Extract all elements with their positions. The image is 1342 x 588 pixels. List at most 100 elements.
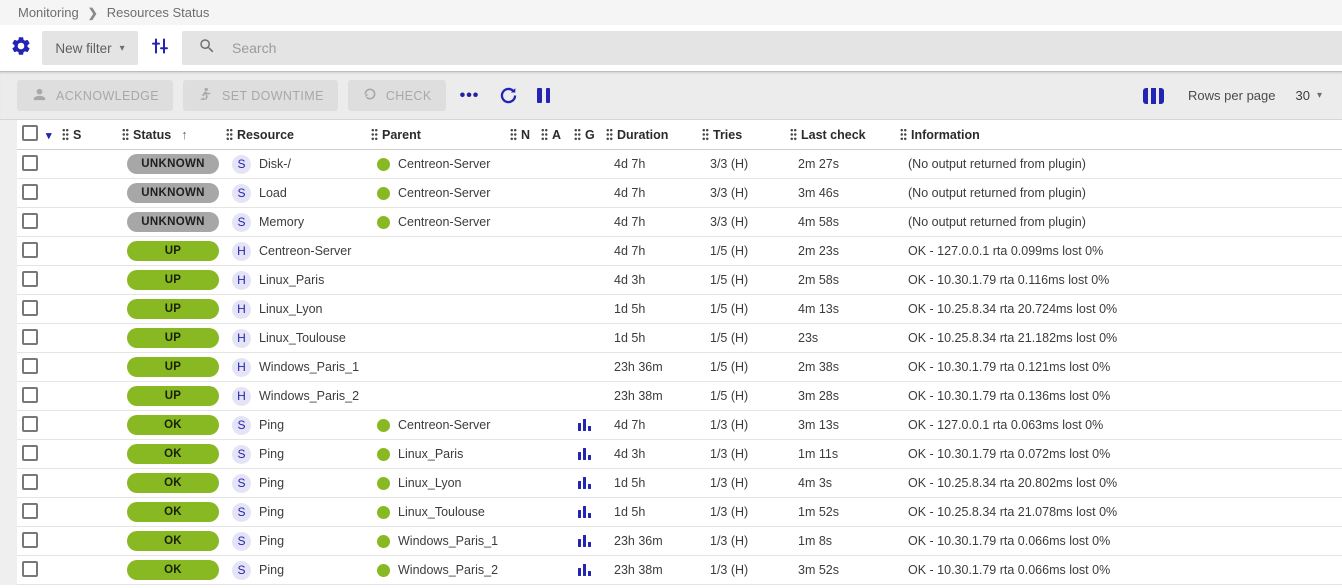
parent-cell[interactable]: Linux_Toulouse [371, 505, 510, 519]
row-checkbox[interactable] [22, 270, 38, 287]
refresh-button[interactable] [498, 85, 519, 106]
resource-cell[interactable]: S Load [226, 183, 371, 203]
column-header-information[interactable]: Information [900, 128, 1342, 142]
new-filter-button[interactable]: New filter ▾ [42, 31, 138, 65]
breadcrumb-item-resources-status[interactable]: Resources Status [106, 5, 210, 20]
row-checkbox[interactable] [22, 357, 38, 374]
drag-handle-icon[interactable] [790, 128, 797, 141]
row-checkbox[interactable] [22, 328, 38, 345]
drag-handle-icon[interactable] [541, 128, 548, 141]
parent-cell[interactable]: Centreon-Server [371, 186, 510, 200]
row-checkbox[interactable] [22, 444, 38, 461]
row-checkbox[interactable] [22, 183, 38, 200]
table-row[interactable]: OK S Ping Windows_Paris_1 23h 36m 1/3 (H… [17, 527, 1342, 556]
resource-cell[interactable]: S Ping [226, 473, 371, 493]
drag-handle-icon[interactable] [900, 128, 907, 141]
resource-cell[interactable]: S Ping [226, 502, 371, 522]
edit-columns-icon[interactable] [1142, 87, 1165, 104]
drag-handle-icon[interactable] [226, 128, 233, 141]
table-row[interactable]: OK S Ping Linux_Paris 4d 3h 1/3 (H) 1m 1… [17, 440, 1342, 469]
resource-cell[interactable]: S Disk-/ [226, 154, 371, 174]
resource-name: Linux_Paris [259, 273, 325, 287]
graph-chart-icon[interactable] [578, 506, 606, 518]
parent-cell[interactable]: Centreon-Server [371, 418, 510, 432]
table-row[interactable]: UNKNOWN S Load Centreon-Server 4d 7h 3/3… [17, 179, 1342, 208]
column-header-action[interactable]: A [541, 128, 574, 142]
column-header-resource[interactable]: Resource [226, 128, 371, 142]
row-checkbox[interactable] [22, 212, 38, 229]
resource-cell[interactable]: H Windows_Paris_2 [226, 386, 371, 406]
graph-chart-icon[interactable] [578, 535, 606, 547]
column-header-status[interactable]: Status ↑ [122, 127, 226, 142]
table-row[interactable]: OK S Ping Linux_Lyon 1d 5h 1/3 (H) 4m 3s… [17, 469, 1342, 498]
select-menu-caret-icon[interactable]: ▾ [46, 129, 52, 142]
parent-cell[interactable]: Centreon-Server [371, 157, 510, 171]
graph-chart-icon[interactable] [578, 419, 606, 431]
column-header-severity[interactable]: S [62, 128, 122, 142]
row-checkbox[interactable] [22, 531, 38, 548]
table-row[interactable]: OK S Ping Windows_Paris_2 23h 38m 1/3 (H… [17, 556, 1342, 585]
resource-cell[interactable]: S Ping [226, 444, 371, 464]
row-checkbox[interactable] [22, 154, 38, 171]
row-checkbox[interactable] [22, 502, 38, 519]
select-all-checkbox[interactable] [22, 125, 38, 141]
table-row[interactable]: UNKNOWN S Memory Centreon-Server 4d 7h 3… [17, 208, 1342, 237]
parent-cell[interactable]: Centreon-Server [371, 215, 510, 229]
drag-handle-icon[interactable] [371, 128, 378, 141]
table-row[interactable]: UNKNOWN S Disk-/ Centreon-Server 4d 7h 3… [17, 150, 1342, 179]
resource-cell[interactable]: S Memory [226, 212, 371, 232]
column-header-tries[interactable]: Tries [702, 128, 790, 142]
drag-handle-icon[interactable] [510, 128, 517, 141]
acknowledge-button[interactable]: ACKNOWLEDGE [17, 80, 174, 111]
more-actions-button[interactable]: ••• [459, 86, 480, 104]
resource-cell[interactable]: H Linux_Lyon [226, 299, 371, 319]
settings-gear-icon[interactable] [10, 35, 32, 62]
sort-ascending-icon[interactable]: ↑ [181, 127, 188, 142]
column-header-parent[interactable]: Parent [371, 128, 510, 142]
table-row[interactable]: OK S Ping Linux_Toulouse 1d 5h 1/3 (H) 1… [17, 498, 1342, 527]
set-downtime-button[interactable]: SET DOWNTIME [183, 80, 338, 111]
row-checkbox[interactable] [22, 299, 38, 316]
parent-cell[interactable]: Windows_Paris_2 [371, 563, 510, 577]
drag-handle-icon[interactable] [574, 128, 581, 141]
table-row[interactable]: UP H Linux_Toulouse 1d 5h 1/5 (H) 23s OK… [17, 324, 1342, 353]
resource-cell[interactable]: H Linux_Toulouse [226, 328, 371, 348]
graph-chart-icon[interactable] [578, 564, 606, 576]
drag-handle-icon[interactable] [122, 128, 129, 141]
row-checkbox[interactable] [22, 386, 38, 403]
column-header-notes[interactable]: N [510, 128, 541, 142]
resource-cell[interactable]: S Ping [226, 531, 371, 551]
row-checkbox[interactable] [22, 473, 38, 490]
resource-cell[interactable]: H Linux_Paris [226, 270, 371, 290]
graph-chart-icon[interactable] [578, 448, 606, 460]
check-button[interactable]: CHECK [347, 80, 446, 111]
resource-cell[interactable]: H Centreon-Server [226, 241, 371, 261]
table-row[interactable]: UP H Linux_Lyon 1d 5h 1/5 (H) 4m 13s OK … [17, 295, 1342, 324]
table-row[interactable]: UP H Windows_Paris_2 23h 38m 1/5 (H) 3m … [17, 382, 1342, 411]
resource-cell[interactable]: H Windows_Paris_1 [226, 357, 371, 377]
graph-chart-icon[interactable] [578, 477, 606, 489]
row-checkbox[interactable] [22, 415, 38, 432]
parent-cell[interactable]: Linux_Paris [371, 447, 510, 461]
table-row[interactable]: UP H Windows_Paris_1 23h 36m 1/5 (H) 2m … [17, 353, 1342, 382]
parent-cell[interactable]: Windows_Paris_1 [371, 534, 510, 548]
table-row[interactable]: UP H Centreon-Server 4d 7h 1/5 (H) 2m 23… [17, 237, 1342, 266]
resource-cell[interactable]: S Ping [226, 415, 371, 435]
row-checkbox[interactable] [22, 560, 38, 577]
pause-button[interactable] [537, 88, 551, 103]
resource-cell[interactable]: S Ping [226, 560, 371, 580]
drag-handle-icon[interactable] [606, 128, 613, 141]
filter-tune-icon[interactable] [150, 36, 170, 61]
column-header-graph[interactable]: G [574, 128, 606, 142]
breadcrumb-item-monitoring[interactable]: Monitoring [18, 5, 79, 20]
drag-handle-icon[interactable] [702, 128, 709, 141]
row-checkbox[interactable] [22, 241, 38, 258]
column-header-last-check[interactable]: Last check [790, 128, 900, 142]
parent-cell[interactable]: Linux_Lyon [371, 476, 510, 490]
drag-handle-icon[interactable] [62, 128, 69, 141]
table-row[interactable]: OK S Ping Centreon-Server 4d 7h 1/3 (H) … [17, 411, 1342, 440]
column-header-duration[interactable]: Duration [606, 128, 702, 142]
search-input[interactable] [232, 40, 732, 56]
rows-per-page-select[interactable]: 30 ▾ [1296, 88, 1323, 103]
table-row[interactable]: UP H Linux_Paris 4d 3h 1/5 (H) 2m 58s OK… [17, 266, 1342, 295]
